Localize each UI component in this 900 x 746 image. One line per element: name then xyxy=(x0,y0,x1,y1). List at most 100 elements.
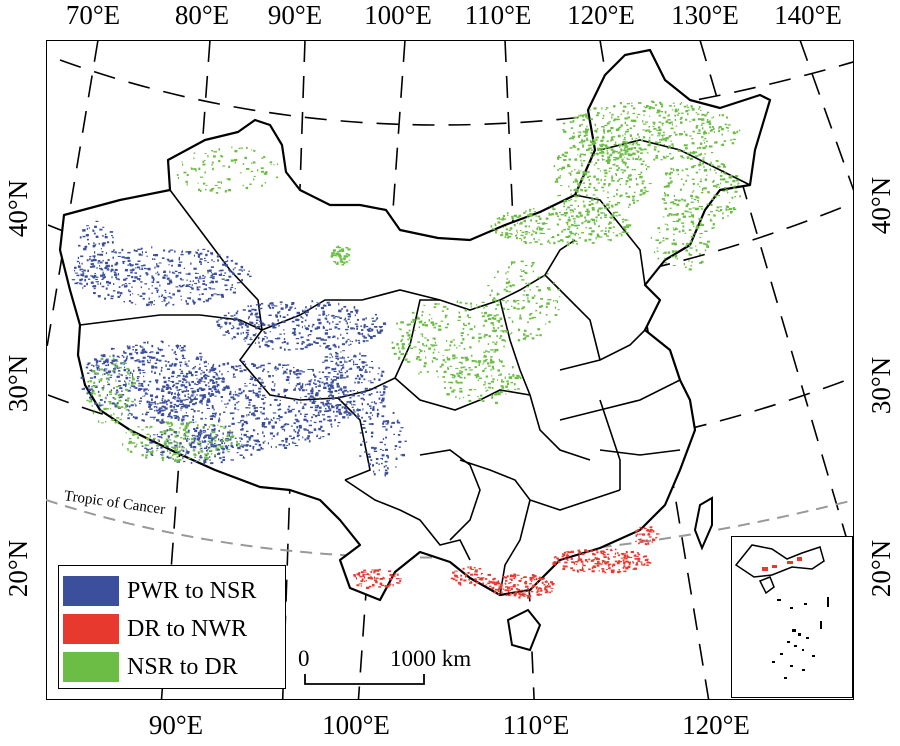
change-pixel-pwr-nsr xyxy=(201,440,203,442)
change-pixel-nsr-dr xyxy=(165,438,169,441)
change-pixel-pwr-nsr xyxy=(168,301,170,304)
change-pixel-pwr-nsr xyxy=(183,405,187,408)
change-pixel-nsr-dr xyxy=(582,114,585,116)
change-pixel-pwr-nsr xyxy=(161,419,163,422)
change-pixel-pwr-nsr xyxy=(224,284,228,287)
change-pixel-pwr-nsr xyxy=(161,399,164,402)
change-pixel-pwr-nsr xyxy=(283,424,287,426)
change-pixel-pwr-nsr xyxy=(211,414,215,418)
change-pixel-nsr-dr xyxy=(695,207,699,211)
change-pixel-nsr-dr xyxy=(640,139,643,142)
change-pixel-dr-nwr xyxy=(647,561,649,563)
change-pixel-nsr-dr xyxy=(99,410,102,412)
change-pixel-nsr-dr xyxy=(573,208,576,210)
change-pixel-nsr-dr xyxy=(605,159,609,162)
change-pixel-pwr-nsr xyxy=(204,260,207,262)
change-pixel-nsr-dr xyxy=(691,165,695,169)
change-pixel-pwr-nsr xyxy=(357,391,359,393)
change-pixel-nsr-dr xyxy=(459,375,461,378)
change-pixel-pwr-nsr xyxy=(264,418,267,420)
change-pixel-dr-nwr xyxy=(610,548,613,550)
change-pixel-pwr-nsr xyxy=(332,344,335,347)
change-pixel-pwr-nsr xyxy=(335,355,339,357)
change-pixel-dr-nwr xyxy=(607,561,610,563)
change-pixel-pwr-nsr xyxy=(191,380,194,383)
change-pixel-pwr-nsr xyxy=(171,271,174,274)
change-pixel-nsr-dr xyxy=(521,231,525,233)
change-pixel-pwr-nsr xyxy=(322,342,326,345)
change-pixel-pwr-nsr xyxy=(125,277,128,280)
change-pixel-nsr-dr xyxy=(594,123,596,127)
change-pixel-pwr-nsr xyxy=(285,305,288,308)
change-pixel-pwr-nsr xyxy=(218,365,220,367)
change-pixel-pwr-nsr xyxy=(123,352,127,354)
change-pixel-nsr-dr xyxy=(620,153,623,156)
change-pixel-pwr-nsr xyxy=(255,439,259,442)
change-pixel-nsr-dr xyxy=(625,130,629,133)
change-pixel-nsr-dr xyxy=(661,124,664,126)
change-pixel-nsr-dr xyxy=(456,347,458,349)
change-pixel-pwr-nsr xyxy=(330,360,334,362)
change-pixel-pwr-nsr xyxy=(254,407,258,409)
change-pixel-nsr-dr xyxy=(477,376,480,378)
change-pixel-nsr-dr xyxy=(517,388,520,390)
change-pixel-nsr-dr xyxy=(149,427,151,429)
change-pixel-pwr-nsr xyxy=(211,259,213,262)
change-pixel-pwr-nsr xyxy=(183,433,186,435)
change-pixel-nsr-dr xyxy=(642,110,646,113)
change-pixel-nsr-dr xyxy=(275,176,279,179)
change-pixel-pwr-nsr xyxy=(338,411,341,413)
change-pixel-nsr-dr xyxy=(673,194,675,197)
change-pixel-nsr-dr xyxy=(577,116,579,118)
change-pixel-pwr-nsr xyxy=(353,360,355,364)
change-pixel-nsr-dr xyxy=(477,396,479,398)
change-pixel-pwr-nsr xyxy=(385,471,389,474)
change-pixel-pwr-nsr xyxy=(213,367,217,371)
change-pixel-pwr-nsr xyxy=(161,294,164,297)
change-pixel-pwr-nsr xyxy=(117,370,121,372)
change-pixel-nsr-dr xyxy=(578,141,581,144)
change-pixel-nsr-dr xyxy=(547,241,550,243)
change-pixel-pwr-nsr xyxy=(194,402,197,405)
change-pixel-pwr-nsr xyxy=(210,297,212,300)
change-pixel-nsr-dr xyxy=(459,301,463,304)
change-pixel-pwr-nsr xyxy=(101,363,105,365)
change-pixel-pwr-nsr xyxy=(315,393,319,397)
change-pixel-dr-nwr xyxy=(600,550,603,553)
change-pixel-nsr-dr xyxy=(408,343,412,345)
change-pixel-nsr-dr xyxy=(674,227,677,230)
change-pixel-nsr-dr xyxy=(673,242,677,244)
change-pixel-nsr-dr xyxy=(585,226,587,229)
change-pixel-pwr-nsr xyxy=(123,356,125,358)
change-pixel-nsr-dr xyxy=(249,183,252,185)
change-pixel-dr-nwr xyxy=(640,561,643,563)
change-pixel-nsr-dr xyxy=(502,217,505,220)
change-pixel-nsr-dr xyxy=(510,233,513,235)
change-pixel-pwr-nsr xyxy=(161,397,164,400)
change-pixel-nsr-dr xyxy=(703,146,705,149)
change-pixel-nsr-dr xyxy=(463,366,466,368)
change-pixel-pwr-nsr xyxy=(155,409,159,412)
change-pixel-nsr-dr xyxy=(118,399,122,402)
change-pixel-nsr-dr xyxy=(527,321,529,323)
change-pixel-pwr-nsr xyxy=(136,352,139,355)
change-pixel-nsr-dr xyxy=(614,211,619,213)
change-pixel-nsr-dr xyxy=(496,292,499,294)
change-pixel-pwr-nsr xyxy=(195,252,198,254)
change-pixel-pwr-nsr xyxy=(385,420,389,423)
change-pixel-nsr-dr xyxy=(623,105,627,108)
change-pixel-pwr-nsr xyxy=(241,360,246,363)
change-pixel-pwr-nsr xyxy=(358,368,361,371)
change-pixel-nsr-dr xyxy=(699,146,702,149)
change-pixel-pwr-nsr xyxy=(174,270,178,272)
change-pixel-pwr-nsr xyxy=(144,267,147,270)
change-pixel-pwr-nsr xyxy=(381,454,385,457)
change-pixel-pwr-nsr xyxy=(154,403,157,405)
change-pixel-pwr-nsr xyxy=(365,369,367,372)
change-pixel-nsr-dr xyxy=(497,270,499,273)
change-pixel-pwr-nsr xyxy=(299,370,303,372)
bottom-tick-120e: 120°E xyxy=(682,710,750,740)
change-pixel-nsr-dr xyxy=(421,343,424,346)
change-pixel-dr-nwr xyxy=(575,561,579,563)
change-pixel-pwr-nsr xyxy=(362,340,365,342)
